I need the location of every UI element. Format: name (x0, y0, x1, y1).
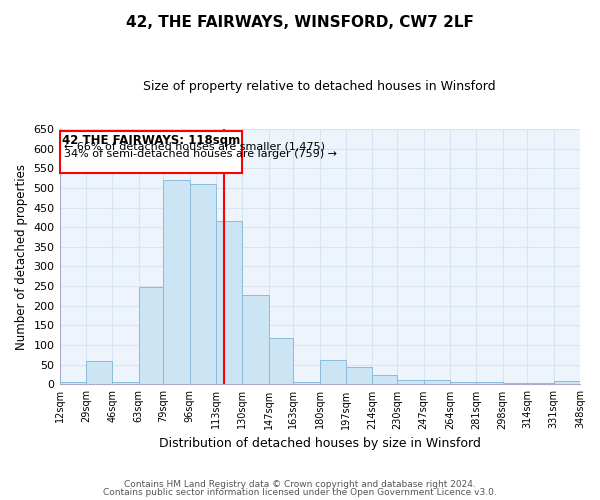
Bar (242, 295, 269, 384)
Bar (190, 184, 216, 384)
Bar (397, 380, 424, 384)
Bar (346, 366, 373, 384)
Text: 42, THE FAIRWAYS, WINSFORD, CW7 2LF: 42, THE FAIRWAYS, WINSFORD, CW7 2LF (126, 15, 474, 30)
Bar (269, 338, 293, 384)
Bar (554, 382, 580, 384)
Bar (320, 360, 346, 384)
Text: 34% of semi-detached houses are larger (759) →: 34% of semi-detached houses are larger (… (64, 150, 337, 160)
Bar (59, 382, 86, 384)
Bar (424, 380, 450, 384)
Y-axis label: Number of detached properties: Number of detached properties (15, 164, 28, 350)
Bar (476, 382, 503, 384)
Bar (293, 382, 320, 384)
Text: Contains public sector information licensed under the Open Government Licence v3: Contains public sector information licen… (103, 488, 497, 497)
Bar (373, 376, 397, 384)
Title: Size of property relative to detached houses in Winsford: Size of property relative to detached ho… (143, 80, 496, 93)
Bar (112, 382, 139, 384)
Bar (163, 180, 190, 384)
Text: ← 66% of detached houses are smaller (1,475): ← 66% of detached houses are smaller (1,… (64, 142, 325, 152)
X-axis label: Distribution of detached houses by size in Winsford: Distribution of detached houses by size … (159, 437, 481, 450)
Bar (216, 222, 242, 384)
Bar (86, 361, 112, 384)
Text: 42 THE FAIRWAYS: 118sqm: 42 THE FAIRWAYS: 118sqm (62, 134, 240, 147)
Bar (59, 131, 242, 174)
Bar (139, 287, 163, 384)
Bar (450, 382, 476, 384)
Text: Contains HM Land Registry data © Crown copyright and database right 2024.: Contains HM Land Registry data © Crown c… (124, 480, 476, 489)
